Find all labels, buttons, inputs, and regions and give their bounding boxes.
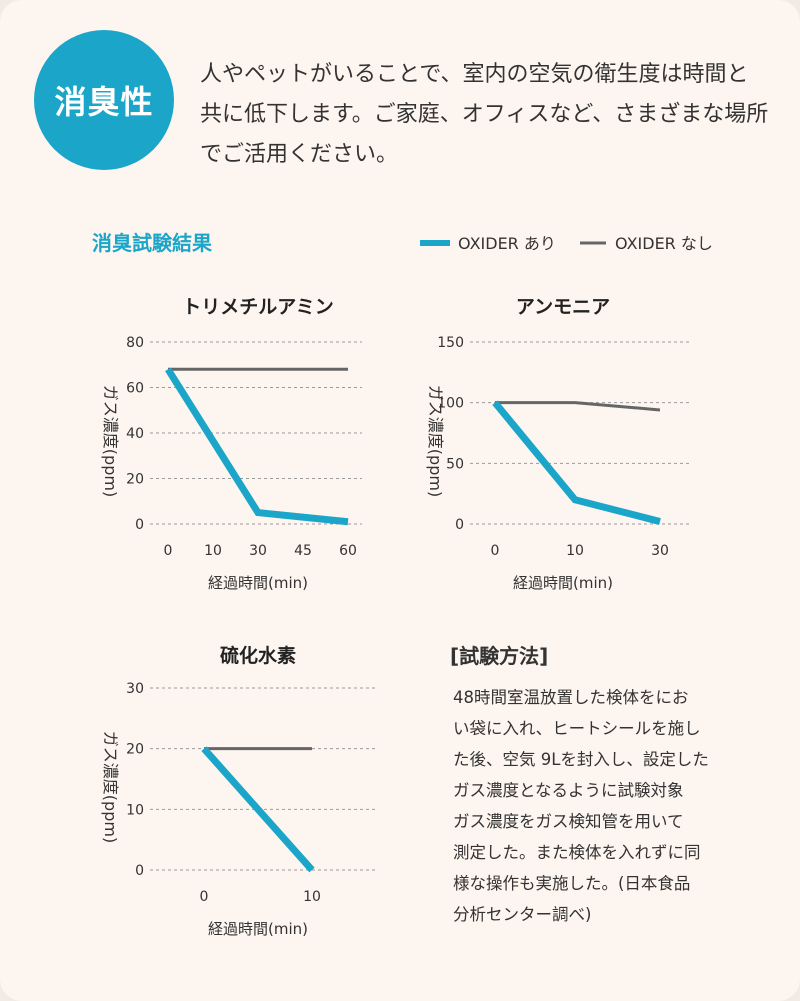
method-line: 48時間室温放置した検体をにお xyxy=(453,688,689,707)
chart-1: トリメチルアミン 0 20 40 60 80 0 10 30 45 60 ガス濃度(ppm) 経過時間(… xyxy=(101,296,362,592)
y-tick-label: 30 xyxy=(126,681,144,697)
method-line: ガス濃度となるように試験対象 xyxy=(453,781,684,800)
method-line: た後、空気 9Lを封入し、設定した xyxy=(453,750,709,769)
chart-2: アンモニア 0 50 100 150 0 10 30 ガス濃度(ppm) 経過時間(min) xyxy=(426,296,692,592)
x-axis-label: 経過時間(min) xyxy=(513,574,613,592)
x-tick-label: 10 xyxy=(204,543,222,559)
y-tick-label: 80 xyxy=(126,335,144,351)
method-body: 48時間室温放置した検体をにお い袋に入れ、ヒートシールを施し た後、空気 9L… xyxy=(453,682,743,930)
x-axis-label: 経過時間(min) xyxy=(208,920,308,938)
legend: OXIDER あり OXIDER なし xyxy=(420,234,713,253)
deodorizing-badge: 消臭性 xyxy=(34,30,174,170)
x-tick-label: 10 xyxy=(566,543,584,559)
x-tick-label: 0 xyxy=(491,543,500,559)
x-tick-label: 30 xyxy=(651,543,669,559)
y-tick-label: 150 xyxy=(437,335,464,351)
y-tick-label: 20 xyxy=(126,472,144,488)
method-line: ガス濃度をガス検知管を用いて xyxy=(453,812,684,831)
series-without-oxider xyxy=(495,401,661,412)
series-with-oxider xyxy=(165,367,349,526)
y-tick-label: 10 xyxy=(126,802,144,818)
x-tick-label: 0 xyxy=(200,889,209,905)
series-with-oxider xyxy=(492,400,661,525)
y-axis-label: ガス濃度(ppm) xyxy=(426,385,445,497)
method-line: 様な操作も実施した。(日本食品 xyxy=(453,874,691,893)
method-line: 分析センター調べ) xyxy=(453,905,592,924)
x-axis-label: 経過時間(min) xyxy=(208,574,308,592)
method-title: [試験方法] xyxy=(450,644,549,668)
y-axis-label: ガス濃度(ppm) xyxy=(101,731,120,843)
y-tick-label: 40 xyxy=(126,426,144,442)
method-line: い袋に入れ、ヒートシールを施し xyxy=(453,719,701,738)
x-tick-label: 45 xyxy=(294,543,312,559)
y-tick-label: 0 xyxy=(135,863,144,879)
chart-3: 硫化水素 0 10 20 30 0 10 ガス濃度(ppm) 経過時間(min) xyxy=(101,644,377,938)
y-tick-label: 0 xyxy=(135,517,144,533)
y-axis-label: ガス濃度(ppm) xyxy=(101,385,120,497)
chart-title: 硫化水素 xyxy=(220,644,296,667)
x-tick-label: 30 xyxy=(249,543,267,559)
method-line: 測定した。また検体を入れずに同 xyxy=(453,843,701,862)
series-with-oxider xyxy=(201,746,315,873)
section-title: 消臭試験結果 xyxy=(92,231,212,255)
x-tick-label: 10 xyxy=(303,889,321,905)
intro-text: 人やペットがいることで、室内の空気の衛生度は時間と共に低下します。ご家庭、オフィ… xyxy=(200,62,769,167)
y-tick-label: 0 xyxy=(455,517,464,533)
y-tick-label: 50 xyxy=(446,456,464,472)
x-tick-label: 0 xyxy=(164,543,173,559)
x-tick-label: 60 xyxy=(339,543,357,559)
legend-with-label: OXIDER あり xyxy=(458,234,556,253)
chart-title: アンモニア xyxy=(516,296,610,318)
chart-title: トリメチルアミン xyxy=(182,296,334,318)
y-tick-label: 100 xyxy=(437,396,464,412)
y-tick-label: 20 xyxy=(126,742,144,758)
y-tick-label: 60 xyxy=(126,381,144,397)
legend-without-label: OXIDER なし xyxy=(615,234,713,253)
